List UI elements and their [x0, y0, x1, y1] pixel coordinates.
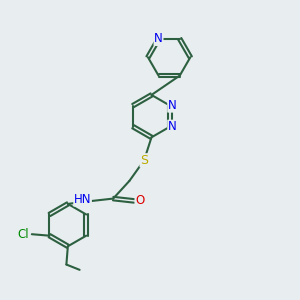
- Text: HN: HN: [74, 193, 91, 206]
- Text: Cl: Cl: [18, 228, 29, 241]
- Text: O: O: [135, 194, 144, 207]
- Text: N: N: [168, 120, 177, 133]
- Text: N: N: [168, 99, 177, 112]
- Text: N: N: [154, 32, 163, 45]
- Text: S: S: [140, 154, 148, 167]
